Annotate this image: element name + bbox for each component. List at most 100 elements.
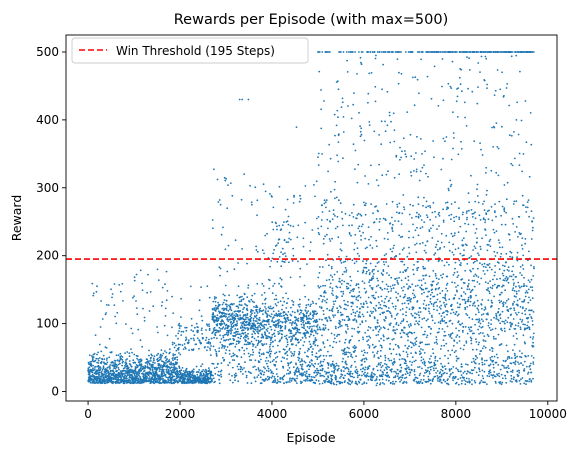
scatter-point [334, 180, 336, 183]
scatter-point [227, 331, 230, 334]
scatter-point [342, 261, 345, 263]
scatter-point [151, 369, 154, 372]
scatter-point [331, 289, 334, 292]
scatter-point [391, 200, 394, 203]
scatter-point [124, 352, 126, 354]
scatter-point [97, 362, 100, 364]
scatter-point [452, 132, 455, 134]
scatter-point [339, 381, 342, 383]
scatter-point [346, 323, 348, 326]
scatter-point [166, 290, 169, 292]
scatter-point [128, 352, 131, 355]
scatter-point [184, 339, 187, 342]
scatter-point [361, 51, 364, 53]
scatter-point [359, 368, 362, 371]
scatter-point [290, 330, 293, 332]
scatter-point [425, 251, 427, 254]
scatter-point [280, 251, 282, 254]
scatter-point [300, 358, 303, 360]
scatter-point [390, 316, 393, 318]
scatter-point [387, 170, 389, 173]
scatter-point [267, 310, 269, 312]
scatter-point [421, 341, 423, 344]
scatter-point [105, 304, 108, 306]
scatter-point [363, 287, 366, 290]
scatter-point [249, 323, 251, 325]
scatter-point [287, 364, 290, 367]
scatter-point [105, 312, 107, 314]
scatter-point [407, 287, 410, 289]
scatter-point [171, 378, 174, 380]
scatter-point [428, 310, 430, 313]
scatter-point [105, 373, 108, 375]
scatter-point [322, 342, 325, 345]
scatter-point [352, 103, 355, 106]
scatter-point [219, 341, 222, 344]
scatter-point [180, 330, 183, 333]
scatter-point [381, 378, 384, 381]
scatter-point [394, 305, 397, 308]
scatter-point [390, 287, 393, 290]
scatter-point [414, 316, 417, 319]
scatter-point [257, 339, 260, 342]
scatter-point [219, 330, 222, 332]
scatter-point [452, 111, 454, 114]
scatter-point [301, 360, 304, 362]
scatter-point [441, 85, 443, 88]
scatter-point [331, 370, 333, 373]
scatter-point [384, 319, 386, 322]
scatter-point [321, 374, 324, 377]
scatter-point [317, 363, 320, 365]
scatter-point [319, 365, 321, 368]
scatter-point [253, 312, 256, 314]
scatter-point [263, 323, 266, 326]
scatter-point [218, 326, 221, 329]
scatter-point [410, 298, 412, 300]
scatter-point [358, 225, 361, 228]
scatter-point [405, 370, 408, 373]
scatter-point [345, 255, 348, 258]
scatter-point [126, 358, 128, 360]
scatter-point [269, 193, 271, 195]
scatter-point [139, 269, 142, 272]
scatter-point [431, 211, 434, 214]
scatter-point [312, 317, 314, 319]
scatter-point [271, 307, 273, 310]
scatter-point [137, 371, 140, 373]
scatter-point [306, 375, 309, 378]
scatter-point [383, 311, 385, 314]
scatter-point [165, 299, 168, 302]
scatter-point [373, 354, 376, 356]
scatter-point [288, 231, 291, 234]
scatter-point [147, 361, 150, 364]
scatter-point [361, 223, 364, 226]
scatter-point [160, 382, 163, 384]
scatter-point [214, 304, 217, 307]
scatter-point [186, 370, 189, 373]
scatter-point [311, 351, 314, 353]
scatter-point [388, 366, 390, 369]
scatter-point [296, 310, 299, 313]
scatter-point [225, 349, 228, 351]
scatter-point [413, 158, 416, 160]
scatter-point [366, 372, 369, 375]
scatter-point [287, 311, 290, 313]
scatter-point [257, 335, 259, 338]
scatter-point [262, 344, 264, 347]
scatter-point [179, 353, 182, 356]
scatter-point [367, 183, 370, 185]
scatter-point [107, 366, 109, 369]
scatter-point [300, 309, 303, 312]
scatter-point [217, 362, 219, 365]
scatter-point [168, 370, 170, 372]
scatter-point [282, 296, 284, 299]
scatter-point [286, 198, 289, 201]
scatter-point [117, 363, 120, 366]
scatter-point [227, 333, 230, 336]
scatter-point [372, 277, 375, 280]
scatter-point [337, 309, 340, 312]
scatter-point [206, 285, 209, 287]
scatter-point [341, 318, 344, 321]
scatter-point [241, 295, 243, 298]
scatter-point [341, 295, 343, 298]
